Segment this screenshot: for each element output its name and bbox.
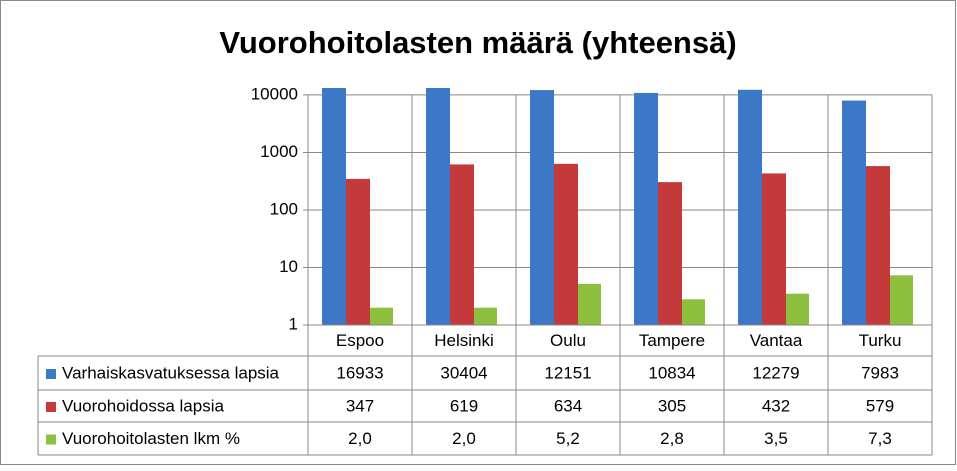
table-cell: 7,3 (868, 429, 892, 448)
chart-title: Vuorohoitolasten määrä (yhteensä) (219, 25, 736, 60)
legend-label: Vuorohoitolasten lkm % (62, 429, 240, 448)
table-cell: 10834 (648, 363, 695, 382)
y-tick-label: 1000 (260, 142, 298, 161)
bar (346, 178, 370, 325)
bar (426, 88, 450, 325)
table-cell: 432 (762, 396, 790, 415)
x-tick-label: Tampere (639, 331, 705, 350)
bar (682, 299, 705, 325)
table-cell: 2,0 (452, 429, 476, 448)
table-cell: 347 (346, 396, 374, 415)
bar (658, 182, 682, 325)
legend-label: Varhaiskasvatuksessa lapsia (62, 363, 280, 382)
bar (322, 88, 346, 325)
x-tick-label: Oulu (550, 331, 586, 350)
bar (530, 90, 554, 325)
y-tick-label: 10 (279, 257, 298, 276)
legend-key (46, 369, 56, 379)
bar (762, 173, 786, 325)
bar (890, 275, 913, 325)
table-cell: 305 (658, 396, 686, 415)
bar (842, 100, 866, 325)
x-tick-label: Vantaa (750, 331, 803, 350)
table-cell: 5,2 (556, 429, 580, 448)
bar (554, 163, 578, 325)
x-tick-label: Turku (859, 331, 902, 350)
table-cell: 634 (554, 396, 582, 415)
table-cell: 16933 (336, 363, 383, 382)
bar (866, 166, 890, 325)
table-cell: 579 (866, 396, 894, 415)
legend-key (46, 402, 56, 412)
bar (474, 307, 497, 325)
bar (786, 293, 809, 325)
bar (578, 283, 601, 325)
y-tick-label: 10000 (251, 84, 298, 103)
table-cell: 3,5 (764, 429, 788, 448)
bar (634, 92, 658, 325)
table-cell: 12279 (752, 363, 799, 382)
x-tick-label: Helsinki (434, 331, 494, 350)
y-tick-label: 100 (270, 199, 298, 218)
legend-key (46, 434, 56, 445)
table-cell: 2,8 (660, 429, 684, 448)
legend-label: Vuorohoidossa lapsia (62, 396, 224, 415)
table-cell: 30404 (440, 363, 487, 382)
bar (370, 307, 393, 325)
y-tick-label: 1 (289, 314, 298, 333)
bar (738, 89, 762, 325)
table-cell: 2,0 (348, 429, 372, 448)
bar (450, 164, 474, 325)
table-cell: 619 (450, 396, 478, 415)
table-cell: 12151 (544, 363, 591, 382)
x-tick-label: Espoo (336, 331, 384, 350)
table-cell: 7983 (861, 363, 899, 382)
